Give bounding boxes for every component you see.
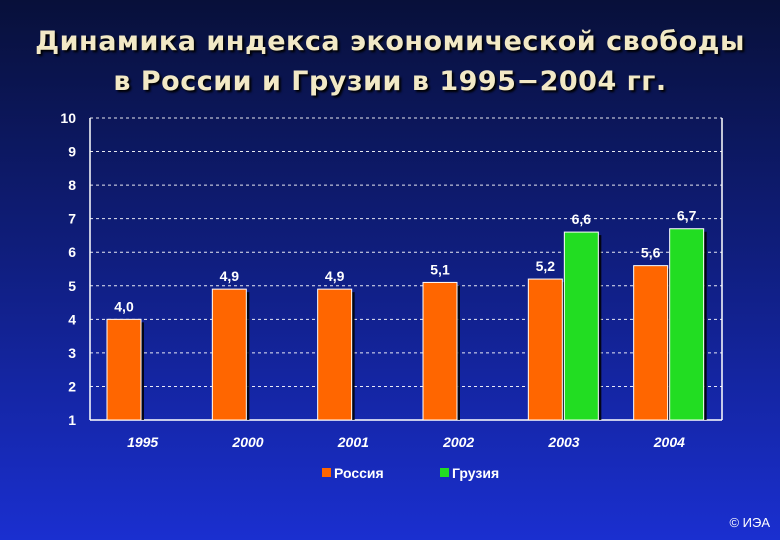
data-label-Россия-2002: 5,1 (430, 261, 450, 277)
bar-Грузия-2004 (669, 228, 705, 421)
data-label-Россия-2004: 5,6 (641, 245, 661, 261)
y-tick-label-3: 3 (68, 345, 76, 361)
chart-title-line-1: Динамика индекса экономической свободы (35, 26, 745, 57)
data-label-Грузия-2003: 6,6 (572, 211, 592, 227)
y-tick-label-1: 1 (68, 412, 76, 428)
data-label-Россия-2001: 4,9 (325, 268, 345, 284)
bar-Россия-2000 (211, 288, 247, 421)
legend-label-Грузия: Грузия (452, 465, 499, 481)
bar-Россия-2002 (422, 281, 458, 421)
legend-label-Россия: Россия (334, 465, 384, 481)
bar-Россия-1995 (106, 318, 142, 421)
data-label-Грузия-2004: 6,7 (677, 208, 697, 224)
y-tick-label-2: 2 (68, 378, 76, 394)
legend-swatch-Грузия (440, 468, 449, 477)
data-label-Россия-2003: 5,2 (536, 258, 556, 274)
copyright-notice: © ИЭА (729, 515, 770, 530)
x-tick-label-2004: 2004 (653, 434, 685, 450)
x-tick-label-1995: 1995 (127, 434, 158, 450)
x-tick-label-2003: 2003 (547, 434, 579, 450)
bar-Россия-2004 (633, 265, 669, 421)
x-tick-label-2001: 2001 (337, 434, 369, 450)
bar-Россия-2001 (317, 288, 353, 421)
x-tick-label-2002: 2002 (442, 434, 474, 450)
y-tick-label-5: 5 (68, 278, 76, 294)
y-tick-label-9: 9 (68, 144, 76, 160)
y-tick-label-8: 8 (68, 177, 76, 193)
y-tick-label-6: 6 (68, 244, 76, 260)
legend-swatch-Россия (322, 468, 331, 477)
x-tick-label-2000: 2000 (231, 434, 263, 450)
data-label-Россия-2000: 4,9 (220, 268, 240, 284)
bar-Грузия-2003 (563, 231, 599, 421)
chart-title: Динамика индекса экономической свободы в… (0, 22, 780, 102)
chart-title-line-2: в России и Грузии в 1995−2004 гг. (113, 66, 667, 97)
bar-Россия-2003 (527, 278, 563, 421)
y-tick-label-4: 4 (68, 311, 76, 327)
y-tick-label-10: 10 (60, 110, 76, 126)
data-label-Россия-1995: 4,0 (114, 298, 134, 314)
y-tick-label-7: 7 (68, 211, 76, 227)
